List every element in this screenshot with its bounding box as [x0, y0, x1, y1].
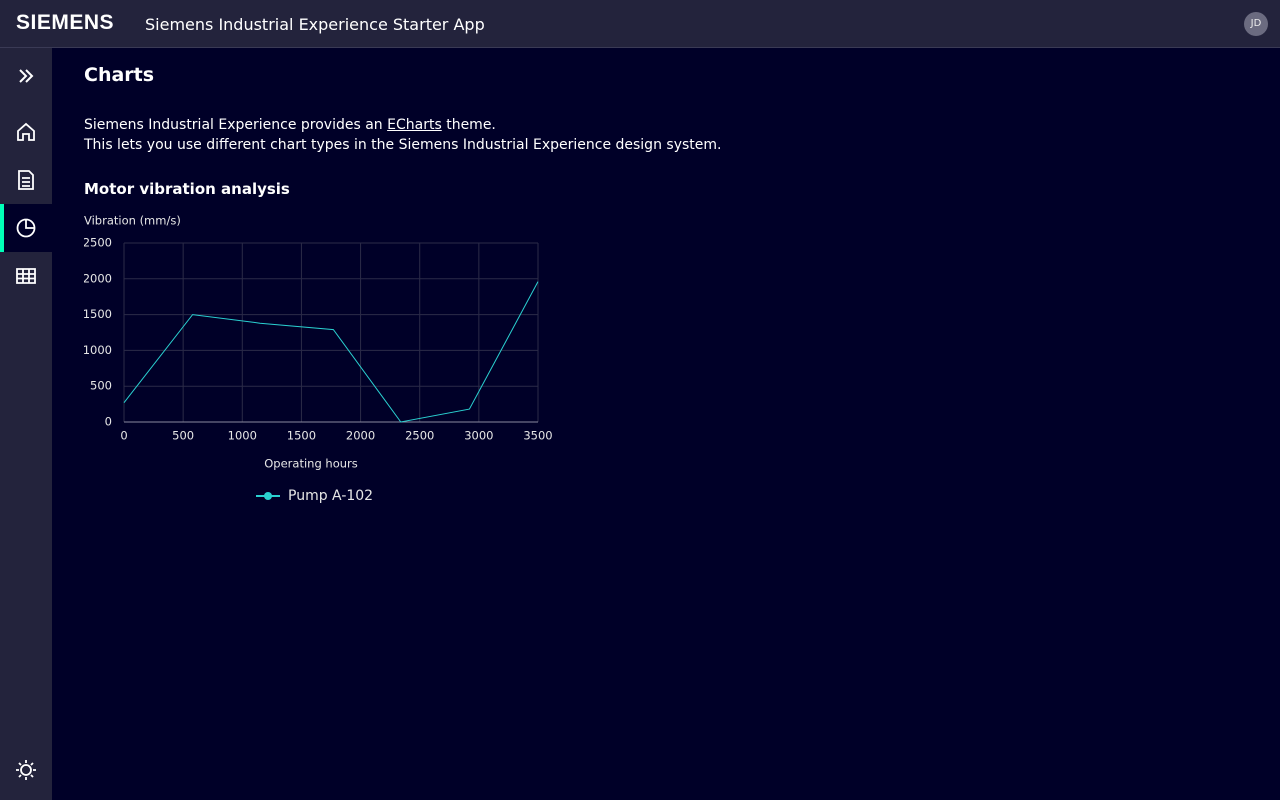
legend-marker — [264, 492, 272, 500]
y-tick-label: 1000 — [84, 343, 112, 357]
y-tick-label: 2500 — [84, 236, 112, 250]
data-line — [123, 281, 539, 423]
home-nav[interactable] — [0, 108, 52, 156]
x-tick-label: 2500 — [405, 429, 434, 443]
x-tick-label: 1000 — [228, 429, 257, 443]
y-tick-label: 1500 — [84, 307, 112, 321]
theme-toggle[interactable] — [0, 746, 52, 794]
intro-text: Siemens Industrial Experience provides a… — [84, 117, 496, 133]
header: SIEMENS Siemens Industrial Experience St… — [0, 0, 1280, 48]
x-tick-label: 3000 — [464, 429, 493, 443]
logo[interactable]: SIEMENS — [16, 11, 115, 34]
tables-nav[interactable] — [0, 252, 52, 300]
expand-button[interactable] — [0, 52, 52, 100]
y-axis-label: Vibration (mm/s) — [84, 214, 181, 228]
x-axis-label: Operating hours — [264, 457, 357, 471]
x-tick-label: 500 — [172, 429, 194, 443]
y-tick-label: 500 — [90, 379, 112, 393]
charts-nav[interactable] — [0, 204, 52, 252]
avatar[interactable]: JD — [1244, 12, 1268, 36]
section-title: Motor vibration analysis — [84, 180, 290, 198]
x-tick-label: 0 — [120, 429, 127, 443]
intro-text: This lets you use different chart types … — [84, 137, 722, 153]
x-tick-label: 3500 — [523, 429, 552, 443]
y-tick-label: 2000 — [84, 271, 112, 285]
x-tick-label: 1500 — [287, 429, 316, 443]
chart: Vibration (mm/s) Operating hours 0 500 100… — [84, 214, 553, 505]
documents-nav[interactable] — [0, 156, 52, 204]
text: theme. — [446, 117, 496, 133]
text: Siemens Industrial Experience provides a… — [84, 117, 383, 133]
app-title: Siemens Industrial Experience Starter Ap… — [145, 15, 485, 34]
legend-label: Pump A-102 — [288, 488, 373, 504]
x-tick-label: 2000 — [346, 429, 375, 443]
sidebar — [0, 48, 52, 800]
echarts-link[interactable]: ECharts — [387, 117, 442, 133]
page-title: Charts — [84, 64, 155, 86]
y-tick-label: 0 — [105, 415, 112, 429]
